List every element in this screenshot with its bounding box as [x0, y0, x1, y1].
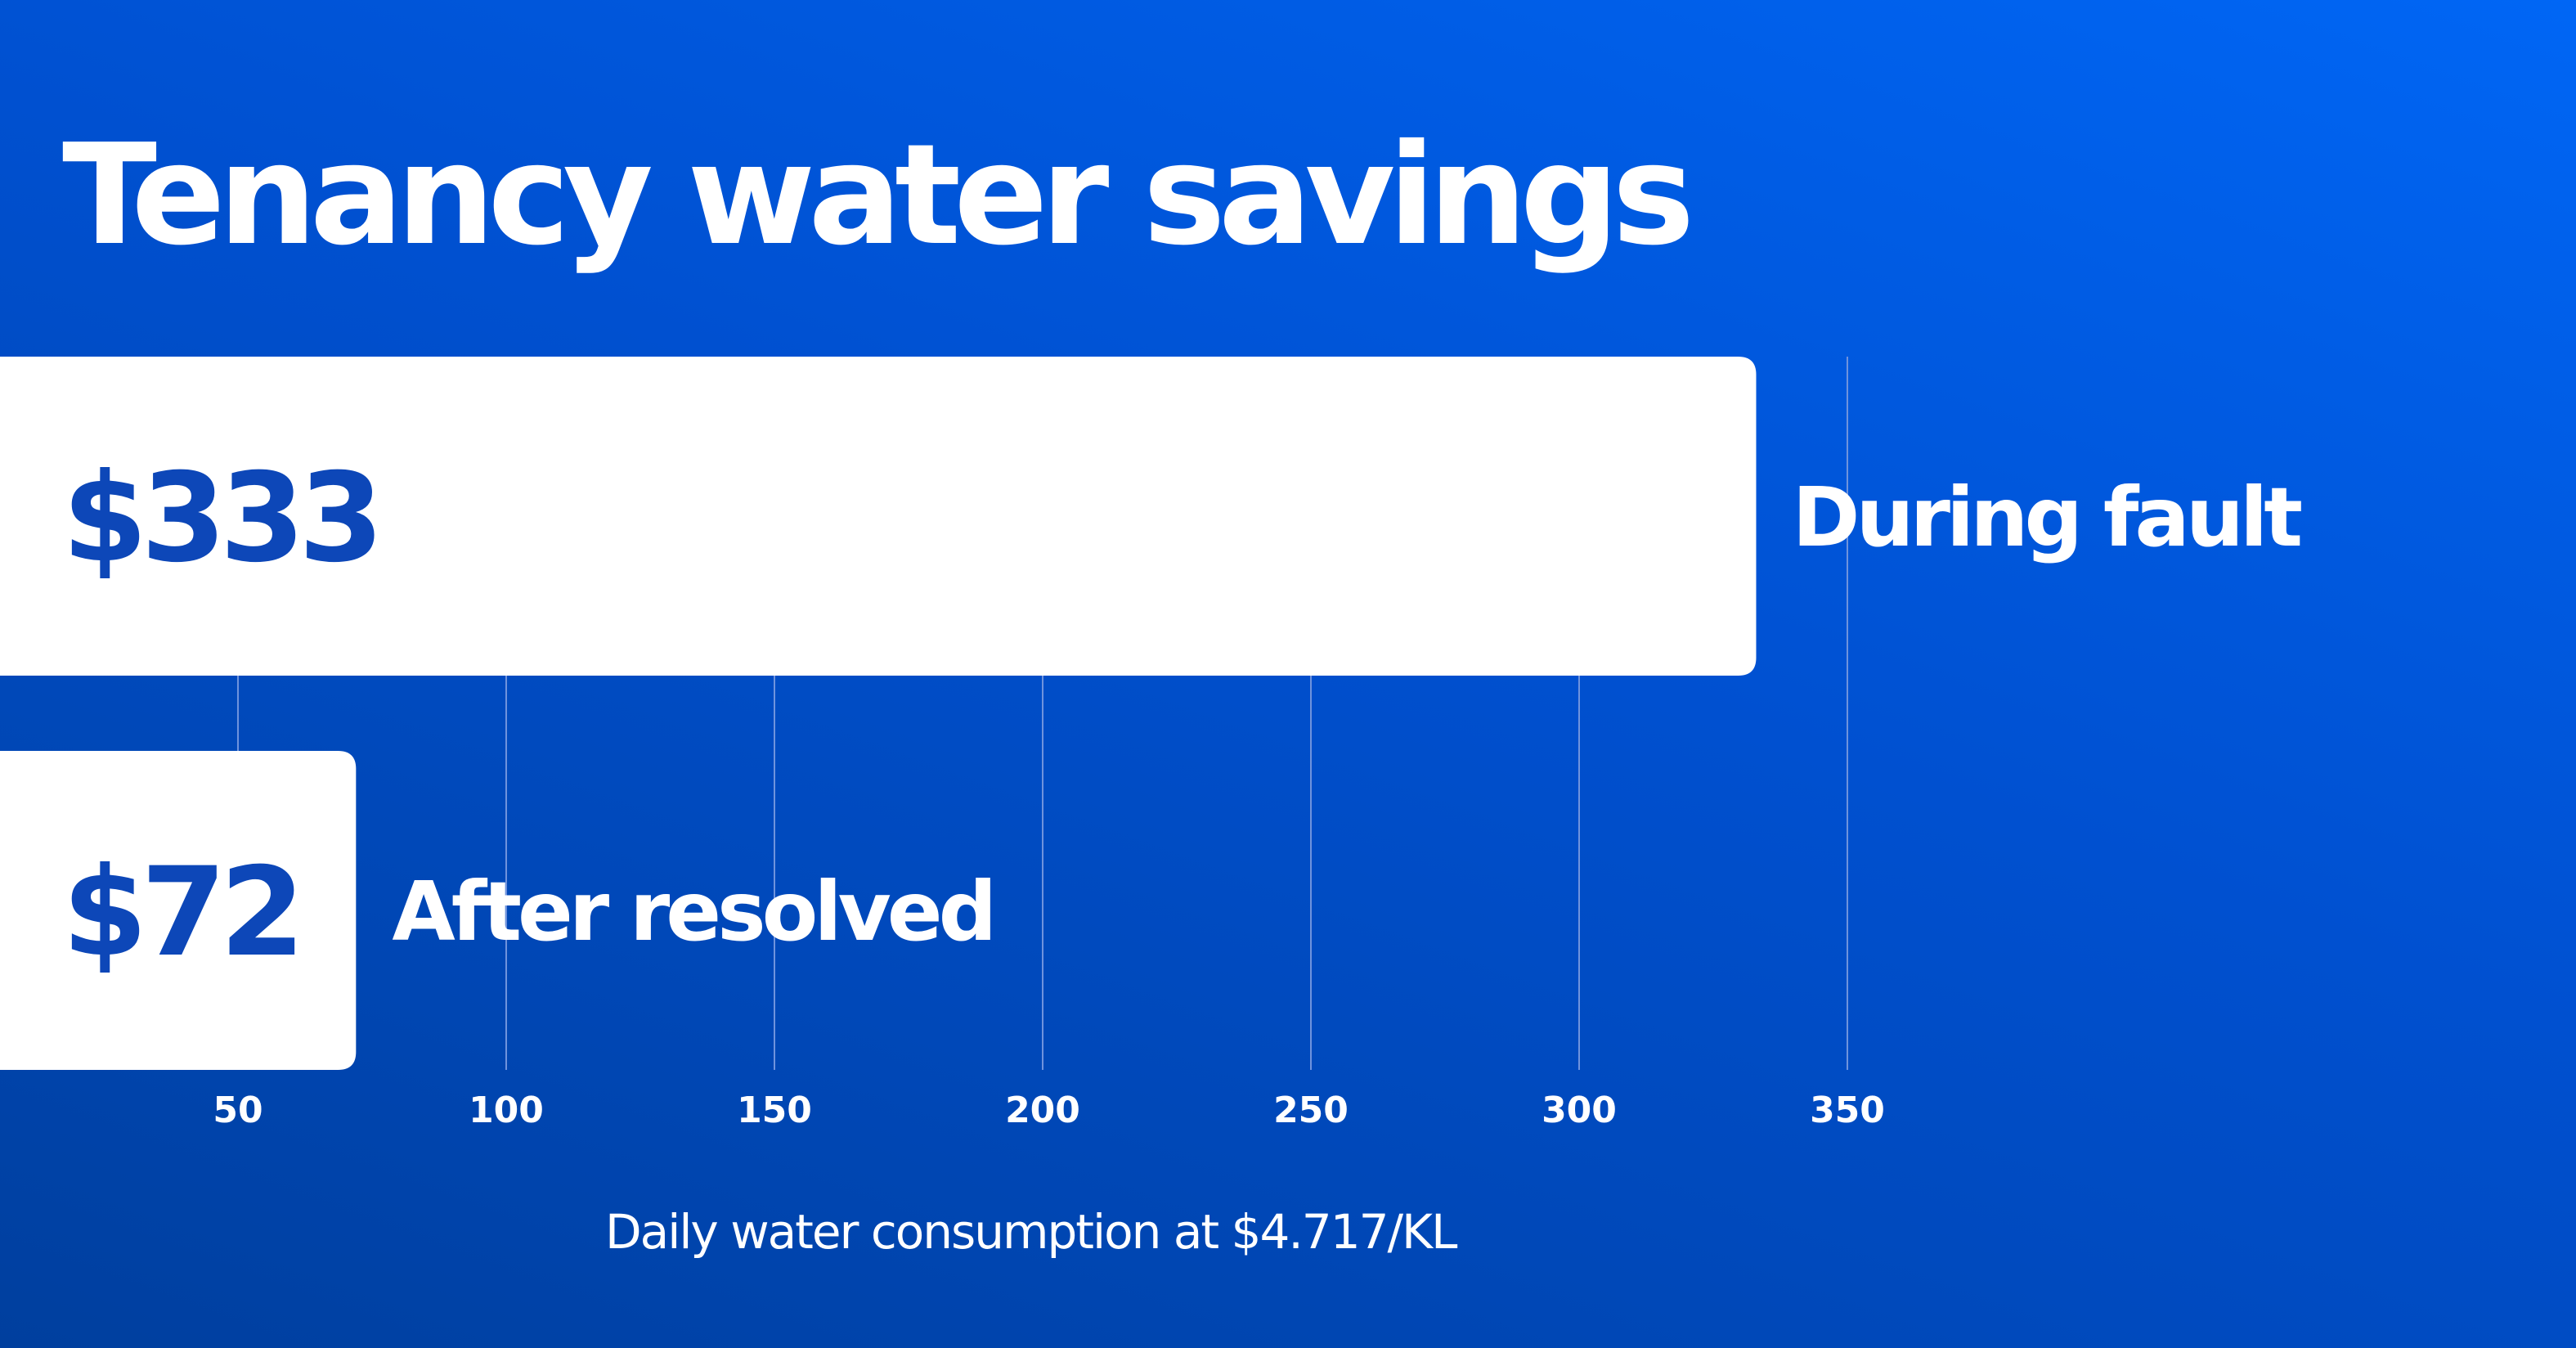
bar-value-label-0: $333 — [62, 447, 377, 590]
bar-category-label-0: During fault — [1792, 470, 2301, 565]
x-tick-label-150: 150 — [737, 1090, 812, 1131]
chart-title: Tenancy water savings — [62, 115, 1694, 276]
bar-value-label-1: $72 — [62, 842, 298, 984]
x-tick-label-350: 350 — [1810, 1090, 1885, 1131]
bar-category-label-1: After resolved — [392, 864, 993, 959]
x-tick-label-250: 250 — [1273, 1090, 1349, 1131]
bars: $333 During fault $72 After resolved — [0, 357, 2305, 1070]
x-axis-ticks: 50 100 150 200 250 300 350 — [213, 1090, 1885, 1131]
x-tick-label-300: 300 — [1542, 1090, 1617, 1131]
bar-1 — [0, 751, 357, 1070]
bar-0 — [0, 357, 1757, 676]
x-tick-label-100: 100 — [469, 1090, 544, 1131]
x-tick-label-50: 50 — [213, 1090, 263, 1131]
x-axis-label: Daily water consumption at $4.717/KL — [605, 1204, 1457, 1260]
x-tick-label-200: 200 — [1005, 1090, 1080, 1131]
